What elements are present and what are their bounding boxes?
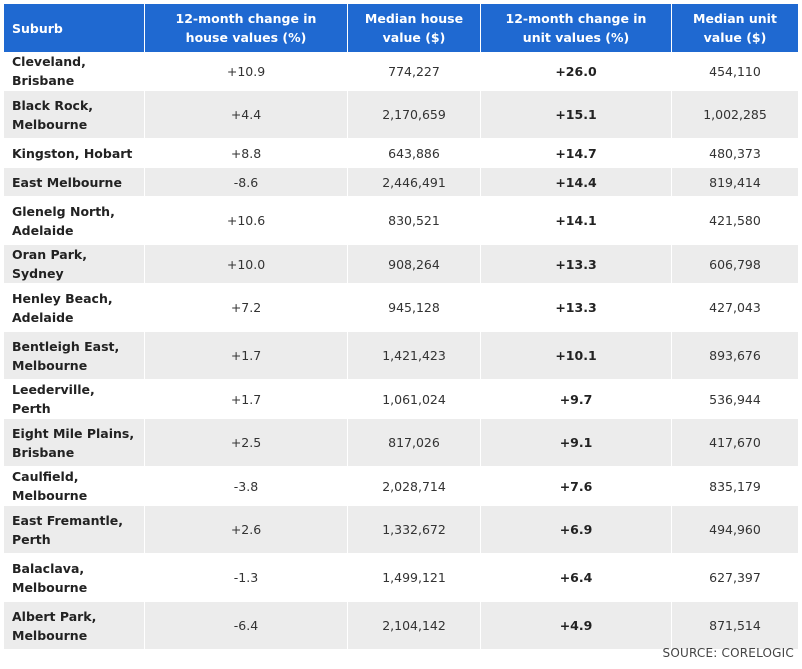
- cell-unit-change: +6.9: [481, 506, 672, 554]
- cell-unit-value: 1,002,285: [672, 91, 798, 139]
- cell-house-change: -1.3: [145, 554, 348, 602]
- cell-suburb: Eight Mile Plains, Brisbane: [4, 419, 145, 467]
- cell-unit-value: 454,110: [672, 52, 798, 91]
- header-house-change: 12-month change in house values (%): [145, 4, 348, 52]
- cell-house-value: 2,446,491: [348, 168, 481, 197]
- suburb-values-table: Suburb 12-month change in house values (…: [4, 4, 798, 650]
- header-unit-change: 12-month change in unit values (%): [481, 4, 672, 52]
- cell-house-value: 2,028,714: [348, 467, 481, 506]
- table-row: Glenelg North, Adelaide +10.6 830,521 +1…: [4, 197, 798, 245]
- header-suburb: Suburb: [4, 4, 145, 52]
- cell-unit-value: 606,798: [672, 245, 798, 284]
- cell-unit-value: 417,670: [672, 419, 798, 467]
- cell-house-change: -3.8: [145, 467, 348, 506]
- cell-house-change: -6.4: [145, 602, 348, 650]
- cell-house-change: +2.5: [145, 419, 348, 467]
- cell-house-change: +1.7: [145, 380, 348, 419]
- cell-house-value: 643,886: [348, 139, 481, 168]
- table-row: Oran Park, Sydney +10.0 908,264 +13.3 60…: [4, 245, 798, 284]
- cell-house-change: +7.2: [145, 284, 348, 332]
- cell-unit-change: +4.9: [481, 602, 672, 650]
- table-row: Henley Beach, Adelaide +7.2 945,128 +13.…: [4, 284, 798, 332]
- cell-house-value: 1,332,672: [348, 506, 481, 554]
- cell-unit-change: +6.4: [481, 554, 672, 602]
- cell-house-value: 774,227: [348, 52, 481, 91]
- cell-unit-change: +14.7: [481, 139, 672, 168]
- cell-unit-change: +7.6: [481, 467, 672, 506]
- cell-house-change: +8.8: [145, 139, 348, 168]
- cell-unit-change: +10.1: [481, 332, 672, 380]
- cell-unit-value: 871,514: [672, 602, 798, 650]
- cell-house-value: 2,104,142: [348, 602, 481, 650]
- cell-house-value: 817,026: [348, 419, 481, 467]
- cell-unit-change: +9.1: [481, 419, 672, 467]
- table-row: Cleveland, Brisbane +10.9 774,227 +26.0 …: [4, 52, 798, 91]
- table-row: Black Rock, Melbourne +4.4 2,170,659 +15…: [4, 91, 798, 139]
- table-row: Balaclava, Melbourne -1.3 1,499,121 +6.4…: [4, 554, 798, 602]
- table-row: East Fremantle, Perth +2.6 1,332,672 +6.…: [4, 506, 798, 554]
- cell-house-value: 1,421,423: [348, 332, 481, 380]
- cell-house-change: +2.6: [145, 506, 348, 554]
- table-header-row: Suburb 12-month change in house values (…: [4, 4, 798, 52]
- cell-unit-value: 835,179: [672, 467, 798, 506]
- table-row: Albert Park, Melbourne -6.4 2,104,142 +4…: [4, 602, 798, 650]
- cell-unit-value: 819,414: [672, 168, 798, 197]
- cell-house-change: +10.6: [145, 197, 348, 245]
- cell-suburb: Cleveland, Brisbane: [4, 52, 145, 91]
- cell-house-value: 830,521: [348, 197, 481, 245]
- cell-suburb: East Melbourne: [4, 168, 145, 197]
- cell-unit-value: 421,580: [672, 197, 798, 245]
- cell-suburb: Kingston, Hobart: [4, 139, 145, 168]
- cell-unit-change: +15.1: [481, 91, 672, 139]
- cell-unit-value: 427,043: [672, 284, 798, 332]
- cell-house-value: 908,264: [348, 245, 481, 284]
- source-credit: SOURCE: CORELOGIC: [662, 646, 794, 660]
- table-row: Caulfield, Melbourne -3.8 2,028,714 +7.6…: [4, 467, 798, 506]
- cell-suburb: East Fremantle, Perth: [4, 506, 145, 554]
- cell-suburb: Glenelg North, Adelaide: [4, 197, 145, 245]
- cell-unit-value: 494,960: [672, 506, 798, 554]
- cell-suburb: Bentleigh East, Melbourne: [4, 332, 145, 380]
- cell-house-change: +4.4: [145, 91, 348, 139]
- cell-house-change: +10.0: [145, 245, 348, 284]
- cell-suburb: Albert Park, Melbourne: [4, 602, 145, 650]
- header-house-value: Median house value ($): [348, 4, 481, 52]
- cell-unit-value: 627,397: [672, 554, 798, 602]
- cell-house-change: +1.7: [145, 332, 348, 380]
- cell-house-value: 1,499,121: [348, 554, 481, 602]
- cell-suburb: Oran Park, Sydney: [4, 245, 145, 284]
- cell-house-change: -8.6: [145, 168, 348, 197]
- cell-suburb: Henley Beach, Adelaide: [4, 284, 145, 332]
- cell-suburb: Caulfield, Melbourne: [4, 467, 145, 506]
- cell-unit-value: 536,944: [672, 380, 798, 419]
- table-row: Kingston, Hobart +8.8 643,886 +14.7 480,…: [4, 139, 798, 168]
- cell-unit-change: +14.4: [481, 168, 672, 197]
- cell-unit-change: +14.1: [481, 197, 672, 245]
- table-row: Leederville, Perth +1.7 1,061,024 +9.7 5…: [4, 380, 798, 419]
- cell-unit-change: +9.7: [481, 380, 672, 419]
- table-row: Bentleigh East, Melbourne +1.7 1,421,423…: [4, 332, 798, 380]
- cell-house-value: 945,128: [348, 284, 481, 332]
- cell-unit-value: 893,676: [672, 332, 798, 380]
- cell-unit-change: +13.3: [481, 284, 672, 332]
- cell-unit-change: +13.3: [481, 245, 672, 284]
- cell-suburb: Leederville, Perth: [4, 380, 145, 419]
- cell-unit-change: +26.0: [481, 52, 672, 91]
- cell-house-value: 1,061,024: [348, 380, 481, 419]
- cell-house-change: +10.9: [145, 52, 348, 91]
- cell-house-value: 2,170,659: [348, 91, 481, 139]
- cell-unit-value: 480,373: [672, 139, 798, 168]
- cell-suburb: Black Rock, Melbourne: [4, 91, 145, 139]
- header-unit-value: Median unit value ($): [672, 4, 798, 52]
- cell-suburb: Balaclava, Melbourne: [4, 554, 145, 602]
- table-row: East Melbourne -8.6 2,446,491 +14.4 819,…: [4, 168, 798, 197]
- table-row: Eight Mile Plains, Brisbane +2.5 817,026…: [4, 419, 798, 467]
